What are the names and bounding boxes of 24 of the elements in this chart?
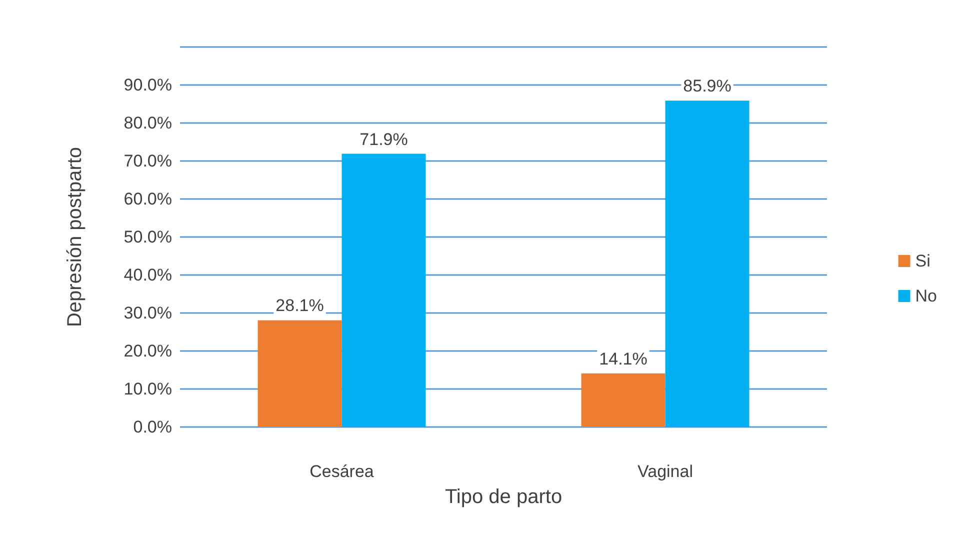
y-tick-label: 0.0% <box>133 418 172 436</box>
data-label: 14.1% <box>599 349 648 368</box>
y-tick-label: 50.0% <box>124 228 172 246</box>
legend-label: Si <box>915 252 930 270</box>
y-tick-label: 40.0% <box>124 266 172 284</box>
y-tick-label: 30.0% <box>124 304 172 322</box>
x-axis-title: Tipo de parto <box>444 486 562 508</box>
bar <box>342 154 426 427</box>
y-tick-label: 80.0% <box>124 114 172 132</box>
y-tick-label: 70.0% <box>124 152 172 170</box>
y-tick-label: 60.0% <box>124 190 172 208</box>
x-tick-label: Vaginal <box>638 462 693 481</box>
data-label: 71.9% <box>360 130 408 149</box>
legend-label: No <box>915 286 938 306</box>
y-tick-label: 20.0% <box>124 342 172 360</box>
y-tick-label: 90.0% <box>124 76 172 94</box>
bar <box>581 373 666 427</box>
bar <box>665 100 750 427</box>
data-label: 28.1% <box>276 296 324 316</box>
data-label: 85.9% <box>683 76 732 96</box>
x-tick-label: Cesárea <box>310 462 374 481</box>
y-tick-label: 10.0% <box>124 380 172 398</box>
bar <box>258 320 342 427</box>
y-axis-title: Depresión postparto <box>64 146 86 328</box>
